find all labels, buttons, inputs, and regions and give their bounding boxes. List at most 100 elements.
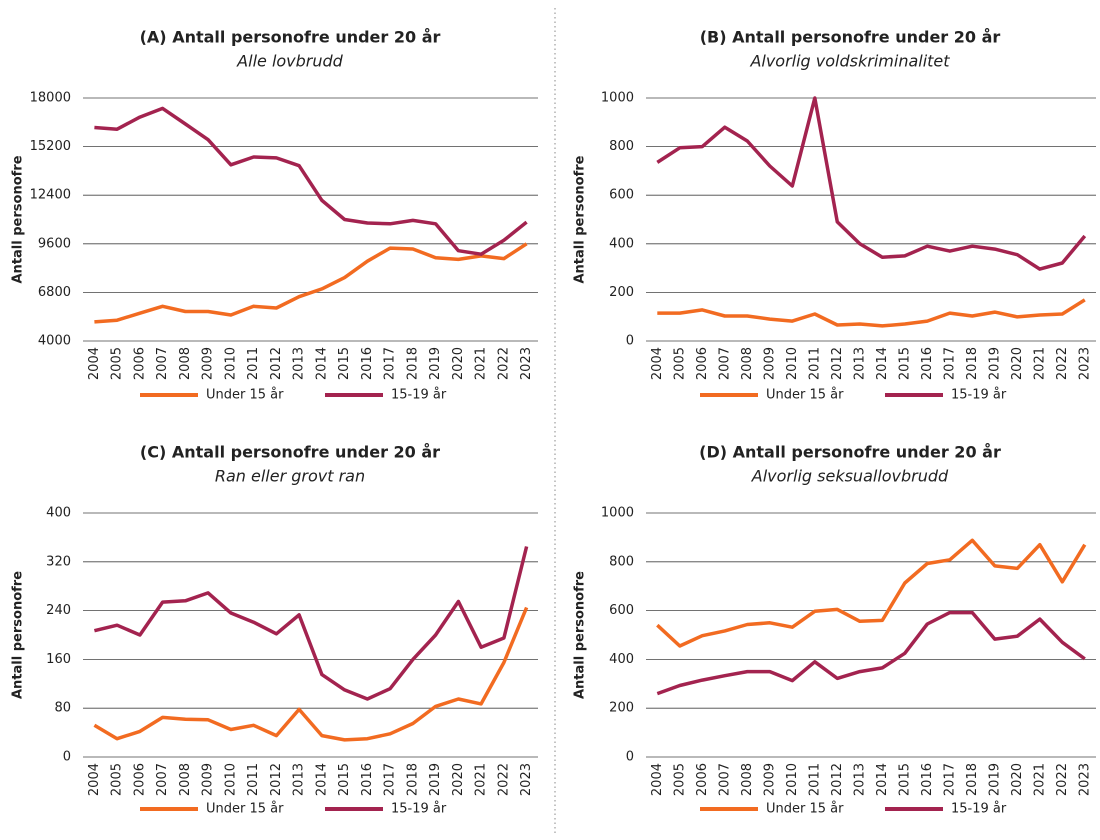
x-tick-label: 2012 [830,763,845,796]
x-tick-label: 2021 [1032,347,1047,380]
x-tick-label: 2016 [360,763,375,796]
x-tick-label: 2019 [987,347,1002,380]
x-tick-label: 2008 [178,763,193,796]
x-tick-label: 2009 [201,347,216,380]
y-axis-label: Antall personofre [11,155,26,283]
x-tick-label: 2005 [672,763,687,796]
series-line [656,96,1087,271]
x-tick-label: 2006 [132,763,147,796]
x-tick-label: 2015 [337,763,352,796]
x-tick-label: 2022 [496,763,511,796]
x-tick-label: 2014 [875,763,890,796]
series-line [657,298,1086,328]
y-tick-label: 9600 [38,236,71,251]
y-axis-label: Antall personofre [573,571,588,699]
x-tick-label: 2005 [672,347,687,380]
x-tick-label: 2008 [740,347,755,380]
x-tick-label: 2016 [360,347,375,380]
y-tick-label: 400 [46,506,71,521]
x-tick-label: 2004 [650,347,665,380]
y-tick-label: 0 [63,750,71,765]
x-tick-label: 2007 [717,763,732,796]
x-tick-label: 2014 [875,347,890,380]
y-tick-label: 200 [609,285,634,300]
y-tick-label: 1000 [601,506,634,521]
chart-title: (B) Antall personofre under 20 år [700,28,1001,47]
y-tick-label: 600 [609,603,634,618]
x-tick-label: 2020 [1010,347,1025,380]
x-tick-label: 2022 [1055,347,1070,380]
chart-title: (D) Antall personofre under 20 år [699,443,1001,462]
x-tick-label: 2021 [1032,763,1047,796]
x-tick-label: 2013 [852,763,867,796]
legend-label: Under 15 år [766,388,844,403]
x-tick-label: 2005 [110,347,125,380]
y-tick-label: 12400 [30,188,71,203]
x-tick-label: 2008 [740,763,755,796]
legend-label: Under 15 år [766,802,844,817]
x-tick-label: 2007 [155,763,170,796]
y-tick-label: 1000 [601,91,634,106]
y-tick-label: 4000 [38,334,71,349]
x-tick-label: 2023 [519,763,534,796]
x-tick-label: 2010 [223,763,238,796]
y-tick-label: 400 [609,236,634,251]
x-tick-label: 2014 [314,763,329,796]
x-tick-label: 2010 [785,763,800,796]
series-line [656,610,1086,696]
legend-label: Under 15 år [206,388,284,403]
x-tick-label: 2019 [428,763,443,796]
x-tick-label: 2018 [405,763,420,796]
chart-subtitle: Alle lovbrudd [236,52,344,71]
x-tick-label: 2004 [87,763,102,796]
x-tick-label: 2006 [132,347,147,380]
x-tick-label: 2004 [87,347,102,380]
series-line [656,538,1087,648]
x-tick-label: 2012 [269,347,284,380]
y-tick-label: 6800 [38,285,71,300]
x-tick-label: 2017 [383,347,398,380]
x-tick-label: 2007 [717,347,732,380]
x-tick-label: 2009 [201,763,216,796]
x-tick-label: 2015 [897,763,912,796]
y-tick-label: 800 [609,554,634,569]
series-line [94,242,528,324]
series-line [93,606,529,742]
legend-label: 15-19 år [391,388,447,403]
x-tick-label: 2023 [1077,347,1092,380]
x-tick-label: 2016 [920,347,935,380]
x-tick-label: 2004 [650,763,665,796]
x-tick-label: 2013 [292,763,307,796]
x-tick-label: 2014 [314,347,329,380]
x-tick-label: 2017 [942,347,957,380]
y-tick-label: 80 [54,701,71,716]
x-tick-label: 2016 [920,763,935,796]
x-tick-label: 2015 [337,347,352,380]
x-tick-label: 2017 [383,763,398,796]
chart-subtitle: Alvorlig seksuallovbrudd [751,467,949,486]
x-tick-label: 2013 [292,347,307,380]
x-tick-label: 2011 [246,347,261,380]
x-tick-label: 2007 [155,347,170,380]
x-tick-label: 2020 [1010,763,1025,796]
x-tick-label: 2012 [830,347,845,380]
y-tick-label: 0 [626,750,634,765]
x-tick-label: 2009 [762,763,777,796]
x-tick-label: 2011 [246,763,261,796]
x-tick-label: 2023 [1077,763,1092,796]
x-tick-label: 2013 [852,347,867,380]
y-tick-label: 800 [609,139,634,154]
x-tick-label: 2006 [695,763,710,796]
x-tick-label: 2017 [942,763,957,796]
x-tick-label: 2019 [428,347,443,380]
x-tick-label: 2021 [474,347,489,380]
y-tick-label: 320 [46,554,71,569]
x-tick-label: 2019 [987,763,1002,796]
x-tick-label: 2009 [762,347,777,380]
chart-subtitle: Ran eller grovt ran [215,467,365,486]
x-tick-label: 2022 [496,347,511,380]
y-tick-label: 0 [626,334,634,349]
x-tick-label: 2010 [223,347,238,380]
x-tick-label: 2018 [965,347,980,380]
x-tick-label: 2018 [965,763,980,796]
